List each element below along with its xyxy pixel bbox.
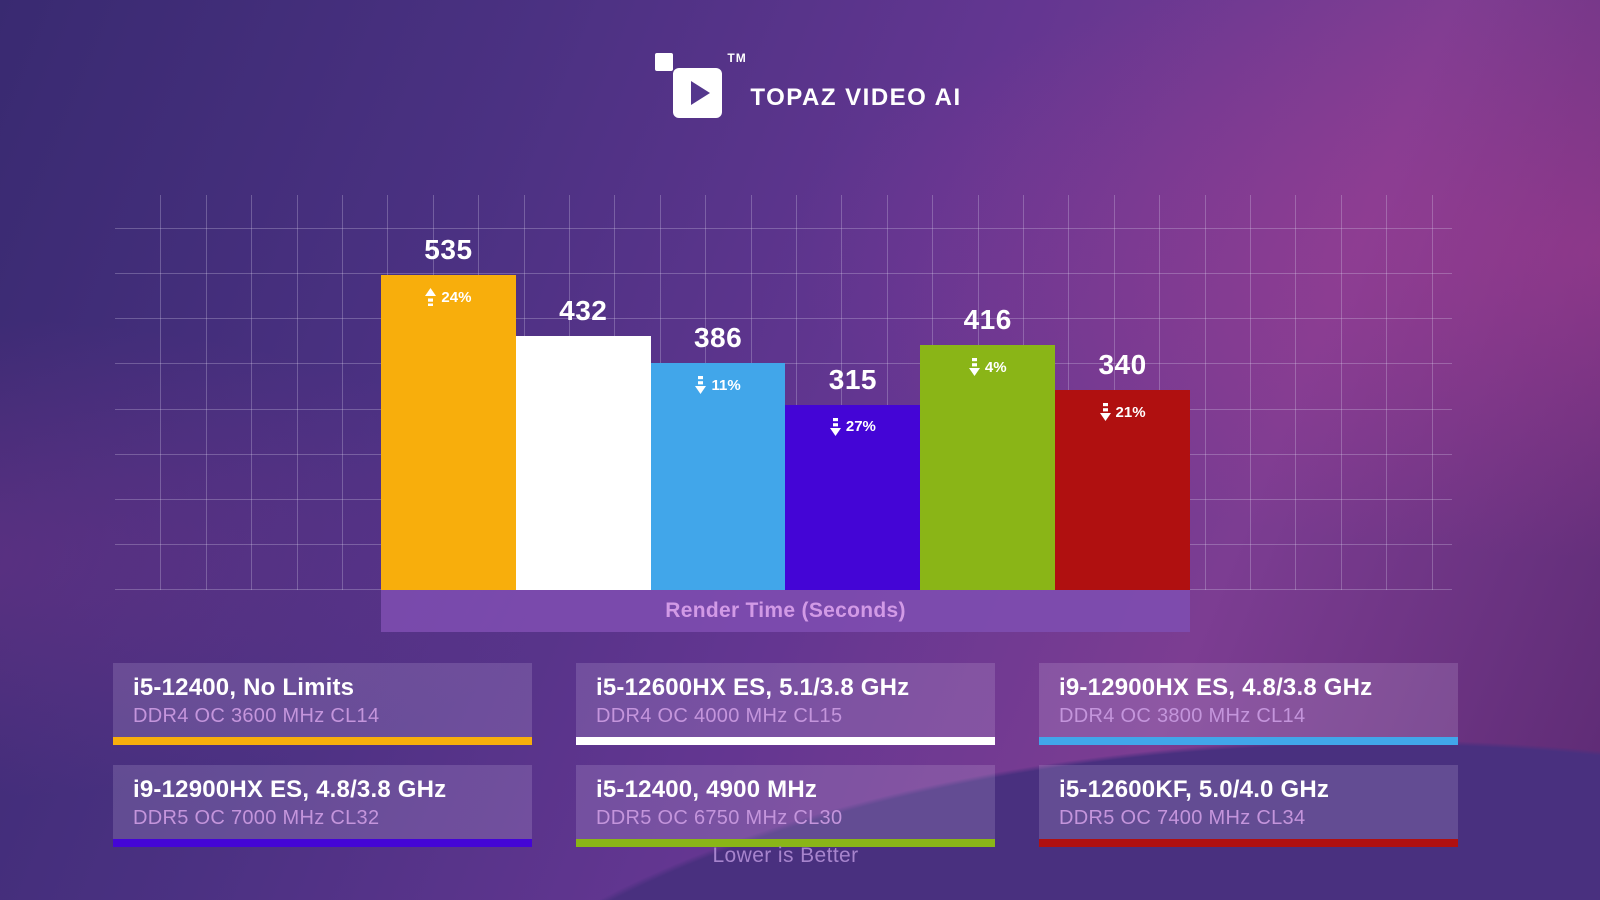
bar-slot: 535 24%: [381, 195, 516, 590]
delta-percent-label: 21%: [1115, 403, 1146, 421]
bar-315: 315 27%: [785, 364, 921, 590]
grid-line-vertical: [1250, 195, 1251, 590]
bar-535: 535 24%: [381, 234, 516, 590]
grid-line-vertical: [841, 195, 843, 590]
arrow-down-icon: [695, 376, 707, 394]
legend-cpu-name: i5-12400, 4900 MHz: [596, 776, 818, 803]
legend-card: i9-12900HX ES, 4.8/3.8 GHz DDR4 OC 3800 M…: [1039, 663, 1458, 745]
legend-cpu-name: i5-12400, No Limits: [133, 674, 355, 701]
delta-badge: 21%: [1055, 403, 1190, 422]
legend-color-stripe: [113, 839, 532, 847]
grid-line-vertical: [796, 195, 797, 590]
delta-percent-label: 27%: [845, 418, 876, 436]
arrow-down-icon: [1099, 403, 1111, 422]
grid-line-vertical: [1431, 195, 1433, 590]
legend-memory-spec: DDR5 OC 7400 MHz CL34: [1059, 807, 1306, 829]
grid-line-vertical: [251, 195, 253, 590]
logo-square-icon: [655, 53, 674, 71]
bar-slot: 340 21%: [1055, 195, 1190, 590]
legend-cpu-name: i9-12900HX ES, 4.8/3.8 GHz: [133, 776, 447, 803]
grid-line-vertical: [296, 195, 298, 590]
play-icon: [673, 68, 723, 118]
bar-416: 416 4%: [920, 304, 1056, 590]
legend-memory-spec: DDR4 OC 4000 MHz CL15: [596, 705, 843, 727]
bar-value-label: 432: [559, 295, 608, 326]
arrow-up-icon: [425, 288, 437, 307]
brand-title: TOPAZ VIDEO AI: [750, 84, 962, 111]
legend-card: i5-12600HX ES, 5.1/3.8 GHz DDR4 OC 4000 M…: [576, 663, 995, 745]
chart-bars: 535 24% 432 386 11% 315 27% 416 4% 340 21%: [381, 195, 1190, 590]
legend-color-stripe: [1039, 839, 1458, 847]
bar-value-label: 315: [828, 363, 877, 395]
bar-slot: 386 11%: [650, 195, 786, 590]
legend-color-stripe: [576, 737, 995, 745]
grid-line-vertical: [1340, 195, 1342, 590]
bar-432: 432: [515, 295, 651, 590]
legend-memory-spec: DDR5 OC 6750 MHz CL30: [596, 807, 843, 829]
bar-340: 340 21%: [1055, 349, 1190, 590]
legend-color-stripe: [576, 839, 995, 847]
grid-line-horizontal: [115, 318, 1452, 320]
grid-line-vertical: [342, 195, 343, 590]
delta-percent-label: 24%: [441, 288, 472, 306]
bar-386: 386 11%: [650, 322, 786, 590]
legend-cpu-name: i5-12600KF, 5.0/4.0 GHz: [1059, 776, 1330, 803]
legend-color-stripe: [1039, 737, 1458, 745]
chart-legend: i5-12400, No Limits DDR4 OC 3600 MHz CL14…: [113, 663, 1459, 847]
legend-card: i5-12400, No Limits DDR4 OC 3600 MHz CL14: [113, 663, 532, 745]
x-axis-title: Render Time (Seconds): [665, 599, 906, 622]
legend-color-stripe: [113, 737, 532, 745]
legend-cpu-name: i9-12900HX ES, 4.8/3.8 GHz: [1059, 674, 1373, 701]
grid-line-horizontal: [115, 228, 1452, 229]
delta-badge: 24%: [381, 288, 516, 307]
grid-line-vertical: [1386, 195, 1388, 590]
bar-value-label: 340: [1098, 349, 1147, 381]
delta-percent-label: 11%: [711, 376, 741, 394]
bar-value-label: 416: [963, 304, 1012, 336]
legend-cpu-name: i5-12600HX ES, 5.1/3.8 GHz: [596, 674, 910, 701]
trademark-symbol: TM: [727, 51, 747, 65]
bar-value-label: 535: [424, 234, 473, 266]
delta-percent-label: 4%: [984, 358, 1007, 376]
legend-memory-spec: DDR4 OC 3800 MHz CL14: [1059, 705, 1306, 727]
bar-slot: 432: [515, 195, 651, 590]
grid-line-vertical: [205, 195, 207, 590]
topaz-logo: TM: [638, 51, 746, 121]
legend-memory-spec: DDR4 OC 3600 MHz CL14: [133, 705, 380, 727]
legend-card: i5-12400, 4900 MHz DDR5 OC 6750 MHz CL30: [576, 765, 995, 847]
legend-card: i5-12600KF, 5.0/4.0 GHz DDR5 OC 7400 MHz …: [1039, 765, 1458, 847]
bar-value-label: 386: [693, 322, 743, 353]
grid-line-horizontal: [115, 273, 1452, 275]
delta-badge: 27%: [785, 417, 920, 436]
grid-line-vertical: [886, 195, 888, 590]
chart-footnote: Lower is Better: [712, 844, 859, 867]
arrow-down-icon: [968, 358, 980, 377]
legend-card: i9-12900HX ES, 4.8/3.8 GHz DDR5 OC 7000 M…: [113, 765, 532, 847]
brand-header: TM TOPAZ VIDEO AI: [0, 51, 1600, 121]
delta-badge: 11%: [651, 376, 786, 394]
bar-slot: 315 27%: [785, 195, 921, 590]
grid-line-vertical: [160, 195, 162, 590]
grid-line-vertical: [1295, 195, 1297, 590]
legend-memory-spec: DDR5 OC 7000 MHz CL32: [133, 807, 380, 829]
x-axis-title-bar: Render Time (Seconds): [381, 590, 1190, 632]
grid-line-vertical: [1204, 195, 1206, 590]
arrow-down-icon: [829, 417, 841, 436]
bar-slot: 416 4%: [920, 195, 1056, 590]
delta-badge: 4%: [920, 358, 1055, 377]
